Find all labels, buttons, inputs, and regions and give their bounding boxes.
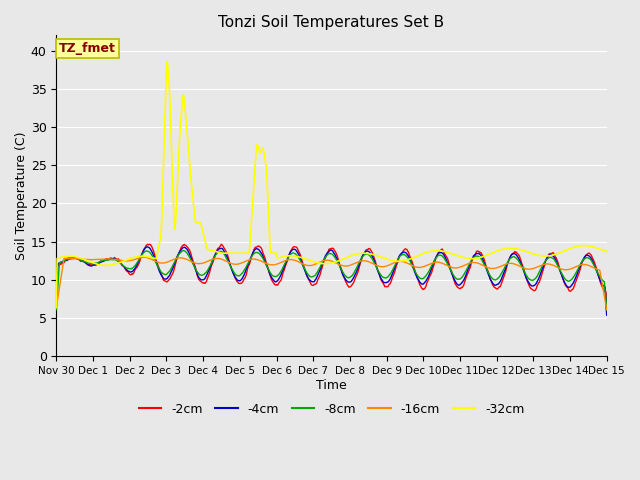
Text: TZ_fmet: TZ_fmet <box>59 42 116 55</box>
X-axis label: Time: Time <box>316 379 347 392</box>
Legend: -2cm, -4cm, -8cm, -16cm, -32cm: -2cm, -4cm, -8cm, -16cm, -32cm <box>134 398 529 420</box>
Title: Tonzi Soil Temperatures Set B: Tonzi Soil Temperatures Set B <box>218 15 445 30</box>
Y-axis label: Soil Temperature (C): Soil Temperature (C) <box>15 132 28 260</box>
